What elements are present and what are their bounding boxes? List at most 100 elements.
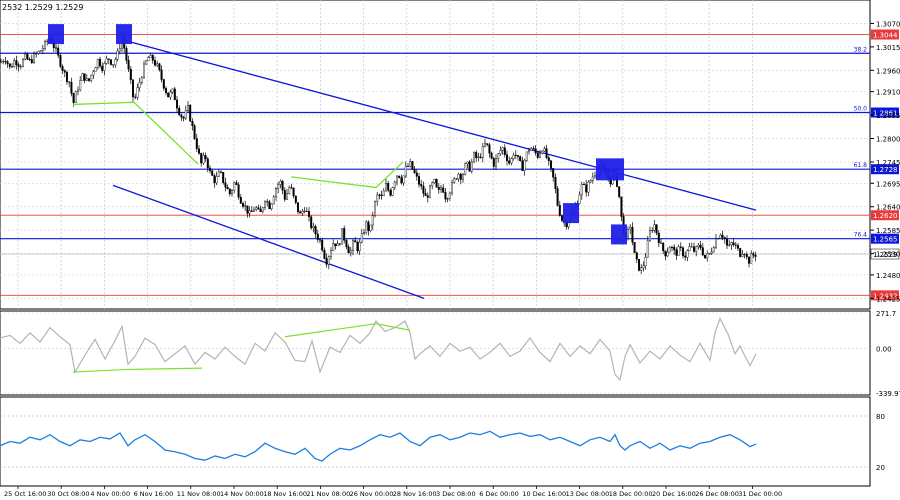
candle-body [550,160,553,169]
candle-body [277,184,280,189]
level-price-box [871,164,899,175]
candle-body [332,243,335,251]
candle-body [534,148,537,153]
candle-body [244,205,247,207]
candle-body [521,160,524,171]
candle-body [184,110,187,119]
divergence-lines [72,101,404,189]
time-tick-label: 18 Dec 00:00 [609,490,653,498]
level-price-box [871,29,899,40]
oscillator-panel-1 [0,310,871,396]
candle-body [224,182,227,188]
osc1-tick-label: 271.7 [876,310,896,318]
candle-body [90,74,93,81]
candle-body [732,242,735,246]
time-tick-label: 14 Nov 00:00 [220,490,264,498]
price-divergence-line [290,161,404,189]
candle-body [706,253,709,259]
candle-body [228,188,231,195]
candle-body [17,64,20,67]
candle-body [290,187,293,189]
price-axis: 1.3070 1.3015 1.2960 1.2910 1.2855 1.2800 1.27… [870,20,900,303]
level-price-label: 1.2432 [873,292,898,300]
candle-body [162,79,165,89]
candle-body [411,161,414,170]
candle-body [668,246,671,253]
candle-body [101,65,104,71]
candle-body [627,228,630,237]
candle-body [288,187,291,194]
candle-body [175,99,178,109]
candle-body [453,178,456,183]
candle-body [583,184,586,186]
candle-body [547,157,550,161]
candle-body [61,66,64,71]
candle-body [360,233,363,243]
header-quote: 2532 1.2529 1.2529 [2,3,83,12]
fib-label: 50.0 [854,106,868,113]
candle-body [180,114,183,118]
osc1-divergence-line [72,367,203,373]
candle-body [495,158,498,167]
candle-body [182,116,185,119]
candle-body [484,143,487,147]
candle-body [398,175,401,178]
candle-body [286,193,289,200]
candle-body [112,64,115,66]
candle-body [407,166,410,168]
candle-body [81,73,84,81]
candle-body [682,247,685,257]
time-tick-label: 6 Nov 16:00 [134,490,174,498]
price-tick-label: 1.3070 [876,20,900,28]
candle-body [490,152,493,159]
candle-body [486,143,489,145]
candle-body [211,170,214,176]
fib-label: 38.2 [854,46,868,53]
price-tick-label: 1.2425 [876,295,900,303]
price-tick-label: 1.2800 [876,136,900,144]
candle-body [226,187,229,190]
oscillator-1-axis: 271.7 0.00 -339.978 [876,310,900,398]
candle-body [151,54,154,61]
candle-body [418,176,421,185]
candle-body [299,211,302,214]
candle-body [116,50,119,60]
candle-body [532,148,535,150]
candle-body [129,68,132,80]
time-tick-label: 10 Dec 16:00 [522,490,566,498]
trend-channel [112,39,757,299]
candle-body [561,215,564,221]
signal-markers [48,24,627,245]
candle-body [352,240,355,251]
candle-body [391,187,394,196]
candle-body [134,96,137,98]
candle-body [354,240,357,243]
candle-body [754,255,757,257]
candle-body [334,243,337,247]
level-price-label: 1.2861 [873,110,898,118]
candle-body [748,256,751,264]
price-tick-label: 1.2585 [876,227,900,235]
time-tick-label: 28 Nov 16:00 [393,490,437,498]
candle-body [578,194,581,204]
candle-body [440,187,443,190]
candle-body [620,196,623,217]
candle-body [33,53,36,63]
candle-body [380,194,383,197]
candle-body [327,256,330,265]
osc2-tick-label: 20 [876,464,885,472]
candle-body [389,190,392,196]
candle-body [72,93,75,103]
candle-body [70,81,73,94]
price-tick-label: 1.2695 [876,180,900,188]
osc2-tick-label: 80 [876,413,885,421]
osc1-tick-label: -339.978 [876,390,900,398]
candle-body [437,186,440,190]
candle-body [248,210,251,214]
candle-body [431,182,434,187]
level-price-label: 1.2620 [873,212,898,220]
candle-body [697,244,700,247]
candle-body [213,175,216,184]
candle-body [728,244,731,246]
candle-body [396,175,399,183]
